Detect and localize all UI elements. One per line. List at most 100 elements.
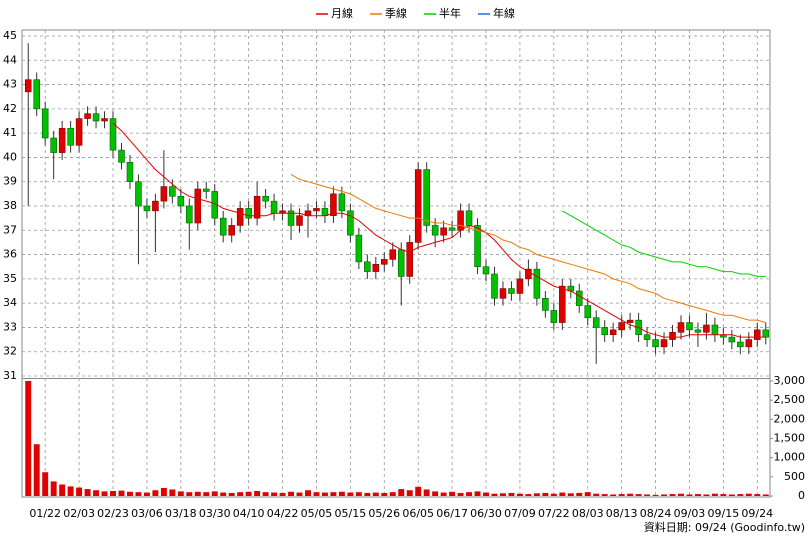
candle-body — [592, 317, 600, 328]
candle-body — [601, 327, 608, 336]
y-tick-label: 32 — [3, 345, 17, 358]
candle-body — [58, 127, 66, 153]
y2-tick-label: 1,500 — [774, 432, 806, 445]
volume-bar — [440, 492, 447, 496]
candle-body — [440, 227, 447, 236]
x-tick-label: 04/22 — [267, 507, 299, 520]
volume-bar — [135, 492, 142, 496]
volume-bar — [42, 472, 49, 496]
volume-bar — [381, 492, 388, 496]
y-tick-label: 34 — [3, 296, 17, 309]
candle-body — [101, 118, 108, 122]
volume-bar — [76, 487, 83, 496]
volume-bar — [279, 492, 286, 496]
y-tick-label: 44 — [3, 53, 17, 66]
volume-bar — [228, 492, 235, 496]
candle-body — [762, 329, 770, 338]
volume-bar — [355, 492, 362, 496]
volume-bar — [203, 492, 210, 496]
volume-bar — [449, 491, 456, 496]
x-tick-label: 09/24 — [741, 507, 773, 520]
candle-body — [516, 278, 524, 294]
candle-body — [24, 79, 32, 93]
volume-bar — [254, 491, 261, 496]
candle-body — [169, 186, 176, 197]
volume-bar — [152, 490, 159, 496]
candle-body — [202, 188, 210, 192]
volume-bar — [627, 493, 634, 496]
candle-body — [575, 290, 583, 306]
volume-bar — [347, 492, 354, 496]
volume-bar — [686, 494, 693, 496]
y2-tick-label: 2,500 — [774, 393, 806, 406]
volume-bar — [499, 493, 506, 496]
x-tick-label: 06/05 — [402, 507, 434, 520]
candle-body — [397, 249, 405, 277]
y-tick-label: 31 — [3, 369, 17, 382]
candle-body — [245, 208, 252, 219]
candle-body — [270, 200, 278, 214]
volume-bar — [694, 494, 701, 496]
candle-body — [41, 108, 49, 139]
volume-bar — [584, 492, 591, 496]
volume-bar — [177, 491, 184, 496]
y-tick-label: 38 — [3, 199, 17, 212]
volume-bar — [432, 491, 439, 496]
candle-body — [423, 169, 430, 226]
x-tick-label: 06/17 — [436, 507, 468, 520]
candle-body — [728, 336, 736, 343]
volume-bar — [474, 491, 481, 496]
volume-bar — [288, 491, 295, 496]
candle-body — [542, 297, 549, 311]
y-tick-label: 45 — [3, 29, 17, 42]
volume-bar — [50, 481, 57, 496]
candle-body — [126, 161, 134, 183]
volume-bar — [211, 491, 218, 496]
candle-body — [525, 268, 532, 280]
x-tick-label: 02/23 — [97, 507, 129, 520]
x-tick-label: 08/13 — [606, 507, 638, 520]
x-tick-label: 07/09 — [504, 507, 536, 520]
volume-bar — [406, 490, 413, 496]
candle-body — [677, 322, 685, 333]
volume-bar — [542, 492, 549, 496]
volume-bar — [160, 487, 167, 496]
candle-body — [499, 288, 507, 299]
candle-body — [754, 329, 761, 340]
ma-line — [290, 173, 766, 324]
volume-bar — [635, 494, 642, 496]
volume-bar — [491, 493, 498, 496]
volume-bar — [762, 494, 769, 496]
y2-tick-label: 500 — [784, 470, 805, 483]
candle-body — [33, 79, 40, 110]
candle-body — [550, 310, 558, 323]
candle-body — [253, 195, 261, 219]
candle-body — [431, 225, 439, 236]
x-tick-label: 07/22 — [538, 507, 570, 520]
volume-bar — [644, 494, 651, 496]
volume-bar — [67, 486, 74, 496]
x-tick-label: 06/30 — [470, 507, 502, 520]
volume-bar — [25, 381, 32, 496]
y2-tick-label: 2,000 — [774, 412, 806, 425]
volume-bar — [313, 492, 320, 496]
candle-body — [75, 118, 83, 146]
candle-body — [330, 193, 337, 217]
candle-body — [626, 319, 634, 323]
volume-bar — [703, 494, 710, 496]
y-tick-label: 35 — [3, 272, 17, 285]
candle-body — [737, 341, 744, 348]
y-tick-label: 33 — [3, 320, 17, 333]
candle-body — [474, 225, 481, 268]
footnote: 資料日期: 09/24 (Goodinfo.tw) — [644, 520, 805, 534]
x-tick-label: 01/22 — [29, 507, 61, 520]
legend-label: 半年 — [439, 6, 461, 20]
x-tick-label: 02/03 — [63, 507, 95, 520]
candle-body — [194, 188, 202, 224]
volume-bar — [737, 494, 744, 496]
volume-bar — [754, 494, 761, 496]
volume-bar — [93, 490, 100, 496]
candle-body — [414, 169, 422, 243]
volume-bar — [466, 492, 473, 496]
